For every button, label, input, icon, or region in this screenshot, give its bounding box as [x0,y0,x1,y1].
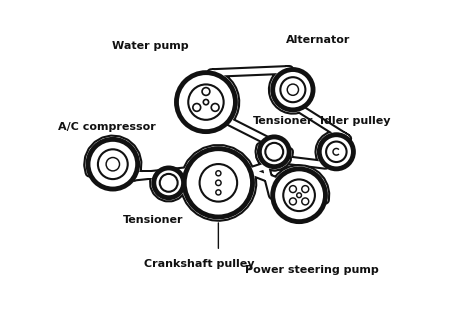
Text: Tensioner: Tensioner [123,215,183,225]
Text: Crankshaft pulley: Crankshaft pulley [145,258,255,269]
Circle shape [154,168,183,198]
Text: Power steering pump: Power steering pump [245,265,378,275]
Text: Idler pulley: Idler pulley [320,116,390,126]
Text: A/C compressor: A/C compressor [58,122,155,132]
Circle shape [319,135,354,169]
Text: Tensioner: Tensioner [253,116,314,126]
Circle shape [176,73,236,131]
Circle shape [273,169,326,222]
Circle shape [259,137,289,167]
Text: Alternator: Alternator [285,35,350,45]
Circle shape [273,70,313,110]
Circle shape [88,139,137,189]
Text: Water pump: Water pump [112,41,188,51]
Circle shape [184,149,253,217]
